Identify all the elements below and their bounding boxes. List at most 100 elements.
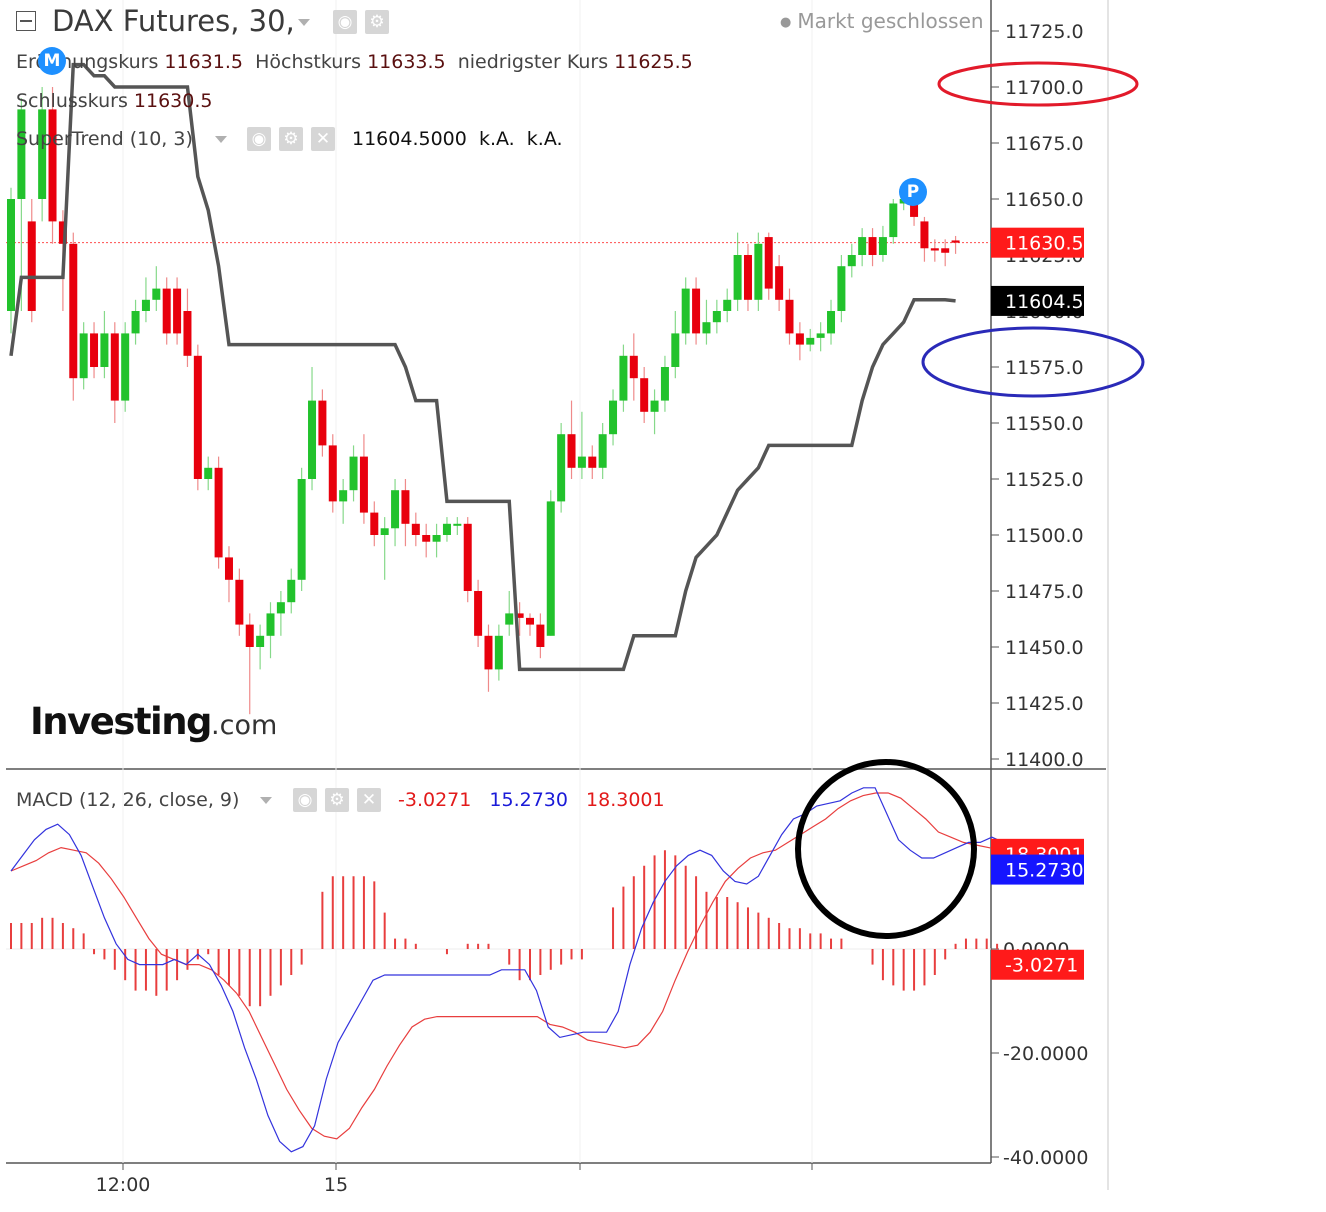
candle (79, 333, 88, 379)
grid (6, 0, 991, 1163)
supertrend-values: 11604.5000 k.A. k.A. (352, 128, 563, 150)
supertrend-gear-icon[interactable]: ⚙ (279, 127, 303, 151)
candle (266, 613, 275, 636)
close-row: Schlusskurs 11630.5 (16, 90, 212, 112)
candle (505, 613, 514, 625)
candle (609, 400, 618, 435)
candle (546, 501, 555, 636)
candle (681, 288, 690, 334)
candle (816, 333, 825, 338)
candle (297, 479, 306, 580)
visibility-icon[interactable]: ◉ (333, 10, 357, 34)
pivot-marker[interactable]: P (899, 178, 927, 206)
macd-tick-label: -40.0000 (1003, 1147, 1088, 1169)
candle (515, 613, 524, 618)
logo-brand: Investing (30, 700, 213, 743)
price-tick-label: 11400.0 (1005, 749, 1084, 771)
last-price-badge-bg (991, 227, 1084, 258)
candle (380, 528, 389, 535)
instrument-title: DAX Futures, 30, (52, 4, 295, 38)
candle (442, 523, 451, 535)
price-tick-label: 11550.0 (1005, 413, 1084, 435)
candle (588, 456, 597, 468)
candle (494, 635, 503, 670)
candle (754, 243, 763, 300)
candle (100, 333, 109, 367)
candle (162, 288, 171, 334)
candle (48, 109, 57, 222)
candle (795, 333, 804, 345)
high-value: 11633.5 (367, 51, 446, 73)
close-label: Schlusskurs (16, 90, 128, 112)
event-marker[interactable]: M (38, 47, 66, 75)
candle (640, 378, 649, 412)
candle (90, 333, 99, 367)
open-value: 11631.5 (164, 51, 243, 73)
candle (702, 322, 711, 334)
candle (110, 333, 119, 401)
macd-histogram (10, 850, 1040, 1007)
candle (951, 240, 960, 243)
candle (557, 434, 566, 502)
candle (619, 355, 628, 401)
candle (598, 434, 607, 468)
macd-dropdown-icon[interactable] (260, 797, 272, 804)
last-price-badge: 11630.5 (1005, 233, 1084, 255)
candle (837, 266, 846, 311)
histogram-badge-bg (991, 949, 1084, 980)
close-value: 11630.5 (133, 90, 213, 112)
candle (58, 221, 67, 244)
supertrend-visibility-icon[interactable]: ◉ (247, 127, 271, 151)
supertrend-close-icon[interactable]: ✕ (311, 127, 335, 151)
price-tick-label: 11725.0 (1005, 21, 1084, 43)
supertrend-na1: k.A. (478, 128, 515, 150)
market-status: Markt geschlossen (780, 9, 983, 33)
candle (287, 579, 296, 603)
candle (359, 456, 368, 513)
macd-badge-bg (991, 854, 1084, 885)
supertrend-dropdown-icon[interactable] (215, 136, 227, 143)
macd-close-icon[interactable]: ✕ (357, 788, 381, 812)
candle (411, 523, 420, 535)
price-tick-label: 11475.0 (1005, 581, 1084, 603)
candle (847, 255, 856, 267)
macd-line (10, 787, 1039, 1153)
candle (38, 109, 47, 199)
supertrend-name: SuperTrend (10, 3) (16, 128, 193, 150)
macd-name: MACD (12, 26, close, 9) (16, 789, 240, 811)
candle (401, 490, 410, 524)
candles (7, 87, 960, 715)
candle (536, 624, 545, 647)
candle (256, 635, 265, 647)
candle (328, 445, 337, 502)
macd-signal-value: 18.3001 (586, 789, 665, 811)
candle (214, 467, 223, 558)
candle (723, 299, 732, 311)
time-tick-label: 12:00 (96, 1174, 151, 1196)
candle (235, 579, 244, 625)
supertrend-line (9, 62, 956, 672)
macd-gear-icon[interactable]: ⚙ (325, 788, 349, 812)
supertrend-legend: SuperTrend (10, 3) (16, 128, 193, 150)
candle (193, 355, 202, 479)
candle (474, 591, 483, 636)
candle (650, 400, 659, 412)
candle (422, 535, 431, 542)
candle (7, 199, 15, 311)
macd-visibility-icon[interactable]: ◉ (293, 788, 317, 812)
candle (920, 221, 929, 249)
price-tick-label: 11575.0 (1005, 357, 1084, 379)
collapse-icon[interactable] (16, 11, 36, 31)
candle (577, 456, 586, 468)
candle (484, 635, 493, 670)
candle (526, 617, 534, 625)
candle (391, 490, 400, 529)
candle (930, 248, 939, 251)
price-tick-label: 11525.0 (1005, 469, 1084, 491)
macd-legend: MACD (12, 26, close, 9) (16, 789, 239, 811)
title-dropdown-icon[interactable] (298, 19, 310, 26)
gear-icon[interactable]: ⚙ (365, 10, 389, 34)
candle (463, 523, 472, 591)
price-tick-label: 11675.0 (1005, 133, 1084, 155)
